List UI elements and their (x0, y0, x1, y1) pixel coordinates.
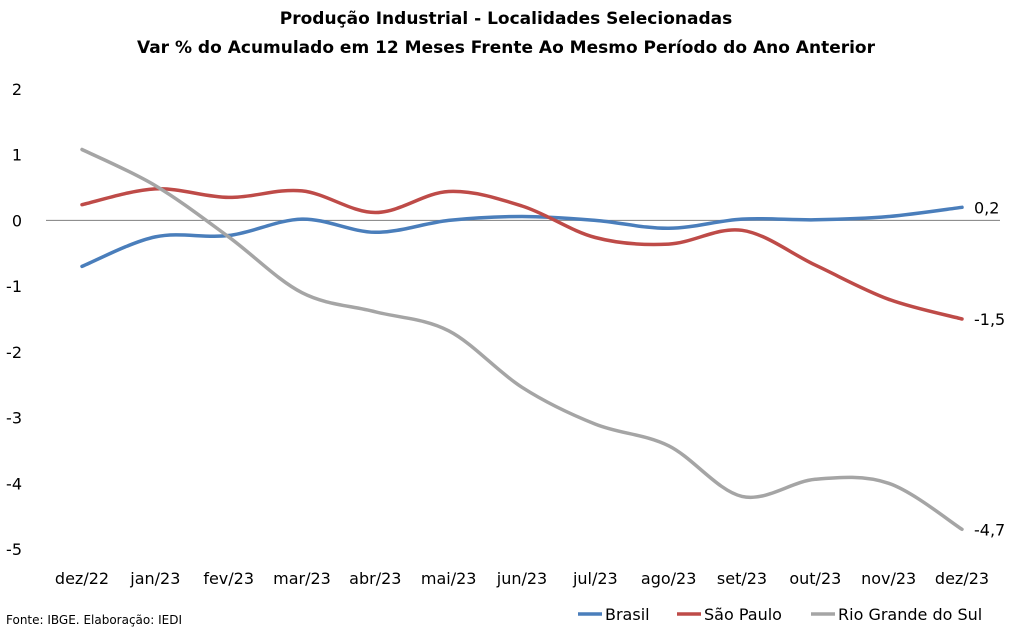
y-tick-label: 2 (12, 80, 22, 99)
x-tick-label: set/23 (717, 569, 767, 588)
end-label-sao-paulo: -1,5 (974, 310, 1005, 329)
legend-label-sao-paulo: São Paulo (704, 605, 782, 624)
legend-label-rio-grande-do-sul: Rio Grande do Sul (838, 605, 982, 624)
chart-title: Produção Industrial - Localidades Seleci… (280, 9, 732, 29)
y-tick-label: 0 (12, 211, 22, 230)
y-tick-label: -1 (6, 277, 22, 296)
x-tick-label: jul/23 (572, 569, 618, 588)
x-tick-label: dez/23 (935, 569, 989, 588)
x-tick-label: mai/23 (421, 569, 477, 588)
series-line-brasil (80, 205, 964, 269)
series-line-rio-grande-do-sul (80, 147, 964, 532)
x-tick-label: ago/23 (641, 569, 697, 588)
x-tick-label: dez/22 (55, 569, 109, 588)
end-label-rio-grande-do-sul: -4,7 (974, 520, 1005, 539)
x-tick-label: jan/23 (129, 569, 180, 588)
end-labels: 0,2 -1,5 -4,7 (974, 198, 1005, 539)
y-tick-label: -5 (6, 540, 22, 559)
y-tick-label: -3 (6, 409, 22, 428)
x-tick-label: nov/23 (861, 569, 916, 588)
source-note: Fonte: IBGE. Elaboração: IEDI (6, 613, 182, 627)
y-tick-label: -2 (6, 343, 22, 362)
legend-label-brasil: Brasil (605, 605, 650, 624)
x-tick-label: abr/23 (349, 569, 401, 588)
y-tick-label: -4 (6, 474, 22, 493)
x-axis-ticks: dez/22 jan/23 fev/23 mar/23 abr/23 mai/23 jun/… (55, 569, 989, 588)
end-label-brasil: 0,2 (974, 198, 999, 217)
series-lines (80, 147, 964, 532)
y-tick-label: 1 (12, 146, 22, 165)
chart-subtitle: Var % do Acumulado em 12 Meses Frente Ao… (137, 38, 876, 58)
x-tick-label: out/23 (789, 569, 841, 588)
x-tick-label: mar/23 (273, 569, 331, 588)
x-tick-label: fev/23 (203, 569, 254, 588)
legend: Brasil São Paulo Rio Grande do Sul (578, 605, 982, 624)
x-tick-label: jun/23 (496, 569, 547, 588)
series-line-sao-paulo (80, 187, 964, 321)
y-axis-ticks: 2 1 0 -1 -2 -3 -4 -5 (6, 80, 22, 559)
